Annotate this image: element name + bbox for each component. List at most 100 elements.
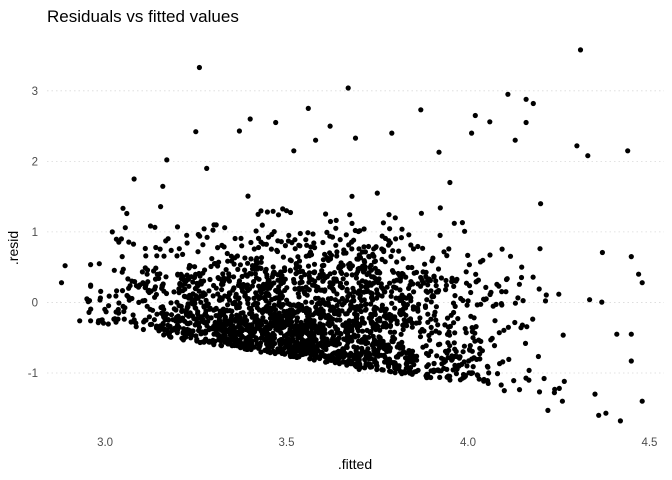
data-point xyxy=(269,344,275,350)
data-point xyxy=(216,337,222,343)
data-point xyxy=(447,343,453,349)
data-point xyxy=(386,212,392,218)
data-point xyxy=(397,345,403,351)
data-point xyxy=(284,336,290,342)
data-point xyxy=(263,304,269,311)
data-point xyxy=(368,282,374,288)
data-point xyxy=(451,220,457,226)
data-point xyxy=(296,258,303,264)
data-point xyxy=(181,335,187,341)
data-point xyxy=(373,244,379,250)
data-point xyxy=(147,223,154,229)
data-point xyxy=(319,349,325,356)
data-point xyxy=(221,244,227,250)
data-point xyxy=(523,96,529,102)
data-point xyxy=(132,279,138,285)
data-point xyxy=(193,271,199,277)
data-point xyxy=(252,271,258,277)
data-point xyxy=(462,326,468,332)
data-point xyxy=(264,341,270,347)
data-point xyxy=(505,324,511,330)
data-point xyxy=(462,373,468,379)
data-point xyxy=(488,289,494,295)
data-point xyxy=(183,328,189,334)
data-point xyxy=(327,123,333,129)
data-point xyxy=(286,232,292,238)
data-point xyxy=(231,274,237,280)
data-point xyxy=(333,326,339,332)
data-point xyxy=(242,267,248,273)
data-point xyxy=(188,332,194,338)
data-point xyxy=(274,318,280,324)
data-point xyxy=(232,235,238,242)
data-point xyxy=(233,331,239,337)
data-point xyxy=(299,268,306,274)
data-point xyxy=(271,314,277,320)
data-point xyxy=(419,278,425,284)
data-point xyxy=(109,229,115,235)
data-point xyxy=(423,343,429,349)
data-point xyxy=(409,371,415,377)
data-point xyxy=(490,303,496,309)
data-point xyxy=(365,243,372,250)
data-point xyxy=(267,311,273,317)
data-point xyxy=(114,288,120,294)
data-point xyxy=(427,277,433,284)
data-point xyxy=(232,299,238,305)
data-point xyxy=(428,348,434,354)
data-point xyxy=(100,320,107,326)
data-point xyxy=(617,418,624,424)
data-point xyxy=(390,248,396,254)
data-point xyxy=(503,276,510,283)
data-point xyxy=(355,228,361,235)
data-point xyxy=(476,376,482,382)
data-point xyxy=(268,246,274,252)
data-point xyxy=(144,271,150,277)
data-point xyxy=(62,263,68,269)
data-point xyxy=(414,353,420,359)
data-point xyxy=(196,64,202,71)
data-point xyxy=(388,369,394,375)
data-point xyxy=(146,314,152,320)
data-point xyxy=(280,206,286,212)
data-point xyxy=(388,253,394,260)
data-point xyxy=(330,286,336,292)
data-point xyxy=(359,318,365,324)
data-point xyxy=(353,275,359,281)
data-point xyxy=(291,279,297,285)
data-point xyxy=(235,323,241,330)
data-point xyxy=(294,345,300,351)
data-point xyxy=(278,239,284,245)
data-point xyxy=(426,332,432,339)
data-point xyxy=(219,287,225,293)
data-point xyxy=(444,253,450,259)
data-point xyxy=(194,320,200,326)
data-point xyxy=(204,234,210,240)
data-point xyxy=(346,322,352,328)
data-point xyxy=(253,290,259,296)
data-point xyxy=(520,298,526,304)
data-point xyxy=(431,273,437,279)
data-point xyxy=(286,313,292,319)
y-tick-label: -1 xyxy=(28,368,38,380)
data-point xyxy=(387,280,393,286)
data-point xyxy=(182,281,188,287)
data-point xyxy=(98,288,104,294)
data-point xyxy=(146,287,152,293)
data-point xyxy=(103,309,109,315)
data-point xyxy=(303,237,309,243)
data-point xyxy=(445,355,451,361)
data-point xyxy=(322,330,328,336)
data-point xyxy=(377,327,383,333)
data-point xyxy=(329,234,336,240)
data-point xyxy=(361,244,367,250)
data-point xyxy=(424,363,430,370)
data-point xyxy=(351,318,357,324)
data-point xyxy=(365,340,371,346)
data-point xyxy=(343,311,349,317)
data-point xyxy=(506,356,512,362)
data-point xyxy=(392,284,398,290)
data-point xyxy=(188,328,194,334)
data-point xyxy=(253,228,259,234)
data-point xyxy=(133,324,139,330)
